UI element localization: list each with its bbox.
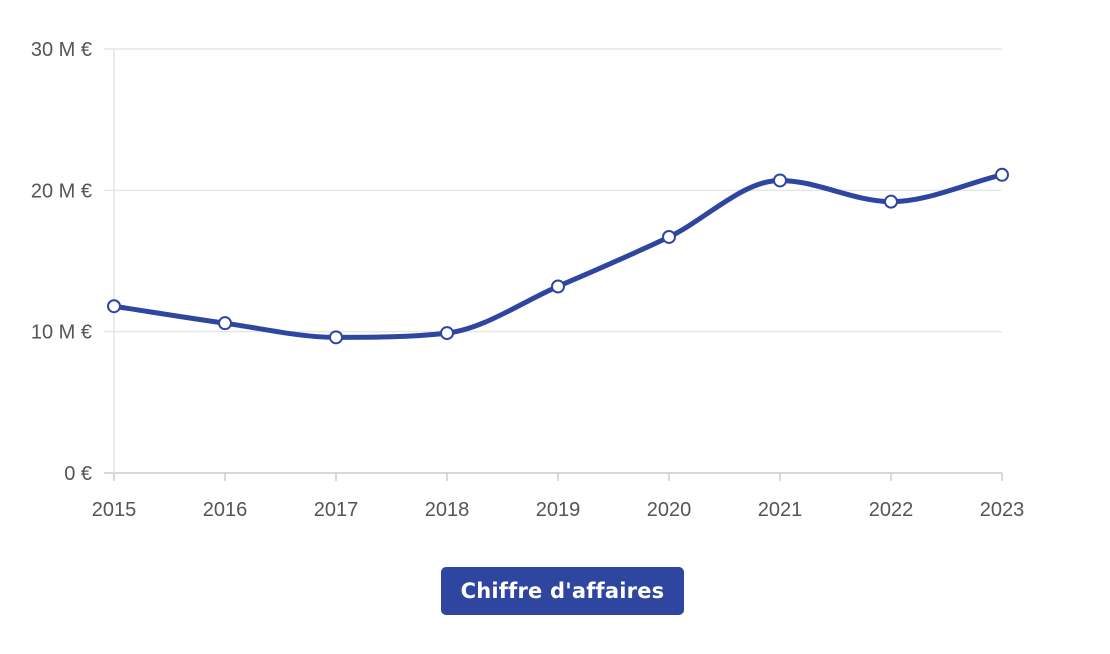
data-point-2015: [107, 299, 121, 314]
x-tick-label: 2019: [536, 499, 581, 521]
data-point-2021: [773, 173, 787, 188]
series-lines: [111, 172, 1005, 340]
x-tick-labels: 2015 2016 2017 2018 2019 2020 2021 2022 2023: [92, 499, 1025, 521]
y-tick-label: 10 M €: [31, 322, 92, 344]
data-point-2018: [440, 326, 454, 341]
data-point-2016: [218, 316, 232, 331]
grid-lines: [104, 48, 1002, 333]
x-tick-label: 2021: [758, 499, 803, 521]
y-tick-label: 0 €: [64, 463, 92, 485]
y-tick-labels: 0 € 10 M € 20 M € 30 M €: [31, 39, 92, 485]
data-point-2020: [662, 229, 676, 244]
data-point-2017: [329, 330, 343, 345]
x-tick-label: 2015: [92, 499, 137, 521]
x-tick-label: 2022: [869, 499, 914, 521]
data-points: [107, 167, 1009, 345]
legend-series-button[interactable]: Chiffre d'affaires: [441, 567, 684, 615]
y-tick-label: 30 M €: [31, 39, 92, 61]
x-tick-label: 2017: [314, 499, 359, 521]
legend-series-label: Chiffre d'affaires: [460, 579, 665, 603]
y-tick-label: 20 M €: [31, 180, 92, 202]
series-line-0: [111, 172, 1005, 340]
x-tick-label: 2020: [647, 499, 692, 521]
x-tick-label: 2018: [425, 499, 470, 521]
data-point-2022: [884, 194, 898, 209]
data-point-2019: [551, 279, 565, 294]
axes: [104, 49, 1003, 481]
x-tick-label: 2023: [980, 499, 1025, 521]
x-tick-label: 2016: [203, 499, 248, 521]
data-point-2023: [995, 167, 1009, 182]
